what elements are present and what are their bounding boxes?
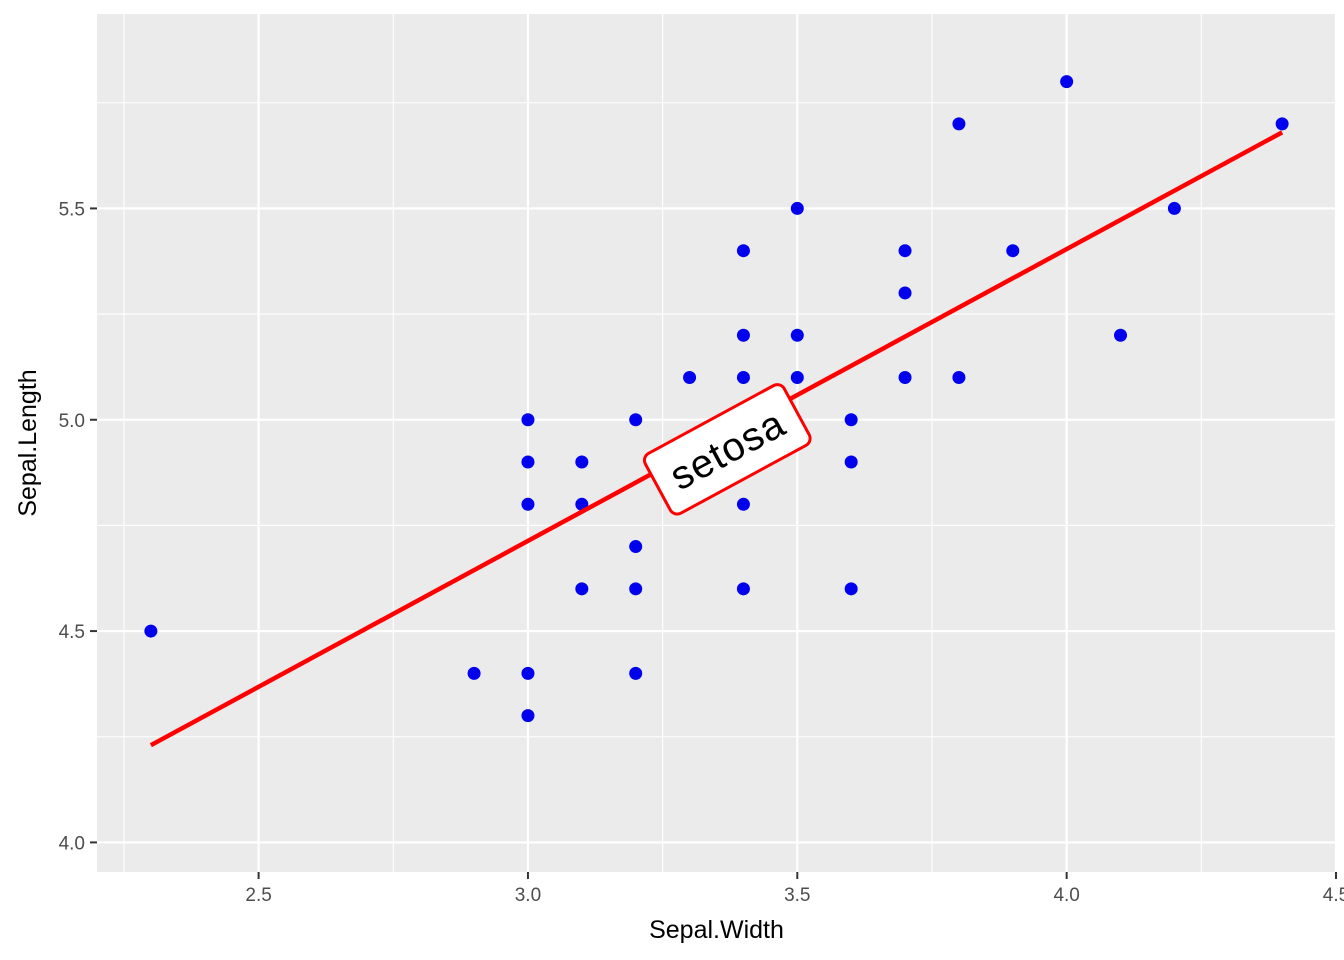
data-point: [629, 666, 643, 680]
y-tick-label: 5.0: [59, 411, 85, 432]
data-point: [952, 117, 966, 131]
data-point: [898, 244, 912, 258]
x-tick-label: 4.0: [1053, 885, 1079, 906]
y-axis-title: Sepal.Length: [14, 369, 42, 516]
data-point: [736, 370, 750, 384]
x-tick-label: 2.5: [245, 885, 271, 906]
data-point: [790, 328, 804, 342]
data-point: [683, 370, 697, 384]
data-points: [144, 75, 1289, 723]
data-point: [898, 370, 912, 384]
x-axis-ticks: 2.5 3.0 3.5 4.0 4.5: [245, 872, 1344, 906]
data-point: [736, 244, 750, 258]
data-point: [521, 497, 535, 511]
annotation-label: setosa: [642, 383, 812, 516]
data-point: [1006, 244, 1020, 258]
data-point: [844, 582, 858, 596]
data-point: [790, 370, 804, 384]
data-point: [521, 455, 535, 469]
data-point: [629, 582, 643, 596]
grid-major: [97, 14, 1338, 872]
data-point: [629, 540, 643, 554]
data-point: [1275, 117, 1289, 131]
x-tick-label: 3.0: [515, 885, 541, 906]
data-point: [736, 497, 750, 511]
data-point: [575, 582, 589, 596]
data-point: [844, 413, 858, 427]
data-point: [144, 624, 158, 638]
data-point: [1167, 201, 1181, 215]
x-tick-label: 4.5: [1323, 885, 1344, 906]
grid-minor: [97, 14, 1336, 872]
data-point: [1060, 75, 1074, 89]
y-tick-label: 4.0: [59, 833, 85, 854]
data-point: [629, 413, 643, 427]
data-point: [1114, 328, 1128, 342]
x-tick-label: 3.5: [784, 885, 810, 906]
data-point: [844, 455, 858, 469]
data-point: [736, 582, 750, 596]
data-point: [736, 328, 750, 342]
x-axis-title: Sepal.Width: [649, 916, 784, 944]
data-point: [521, 666, 535, 680]
data-point: [467, 666, 481, 680]
y-tick-label: 4.5: [59, 622, 85, 643]
y-tick-label: 5.5: [59, 199, 85, 220]
data-point: [575, 455, 589, 469]
data-point: [898, 286, 912, 300]
data-point: [952, 370, 966, 384]
data-point: [521, 709, 535, 723]
y-axis-ticks: 4.0 4.5 5.0 5.5: [59, 199, 97, 854]
annotation-box: [642, 383, 812, 516]
data-point: [521, 413, 535, 427]
data-point: [790, 201, 804, 215]
